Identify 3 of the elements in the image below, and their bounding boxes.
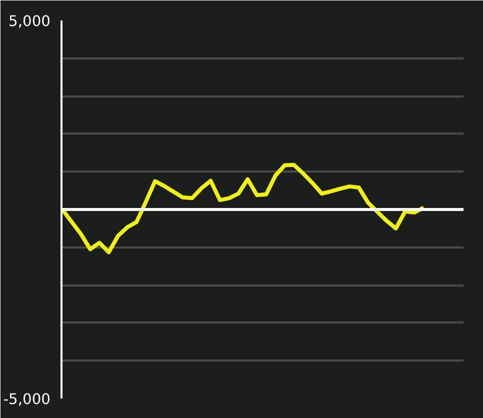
y-tick-label: -5,000 [3, 391, 51, 408]
y-tick-label: 5,000 [8, 13, 51, 30]
line-series [62, 162, 426, 254]
